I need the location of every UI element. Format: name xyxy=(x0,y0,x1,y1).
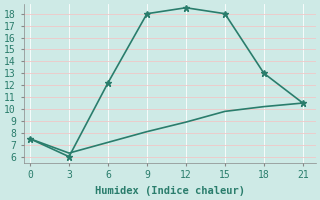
X-axis label: Humidex (Indice chaleur): Humidex (Indice chaleur) xyxy=(95,186,245,196)
